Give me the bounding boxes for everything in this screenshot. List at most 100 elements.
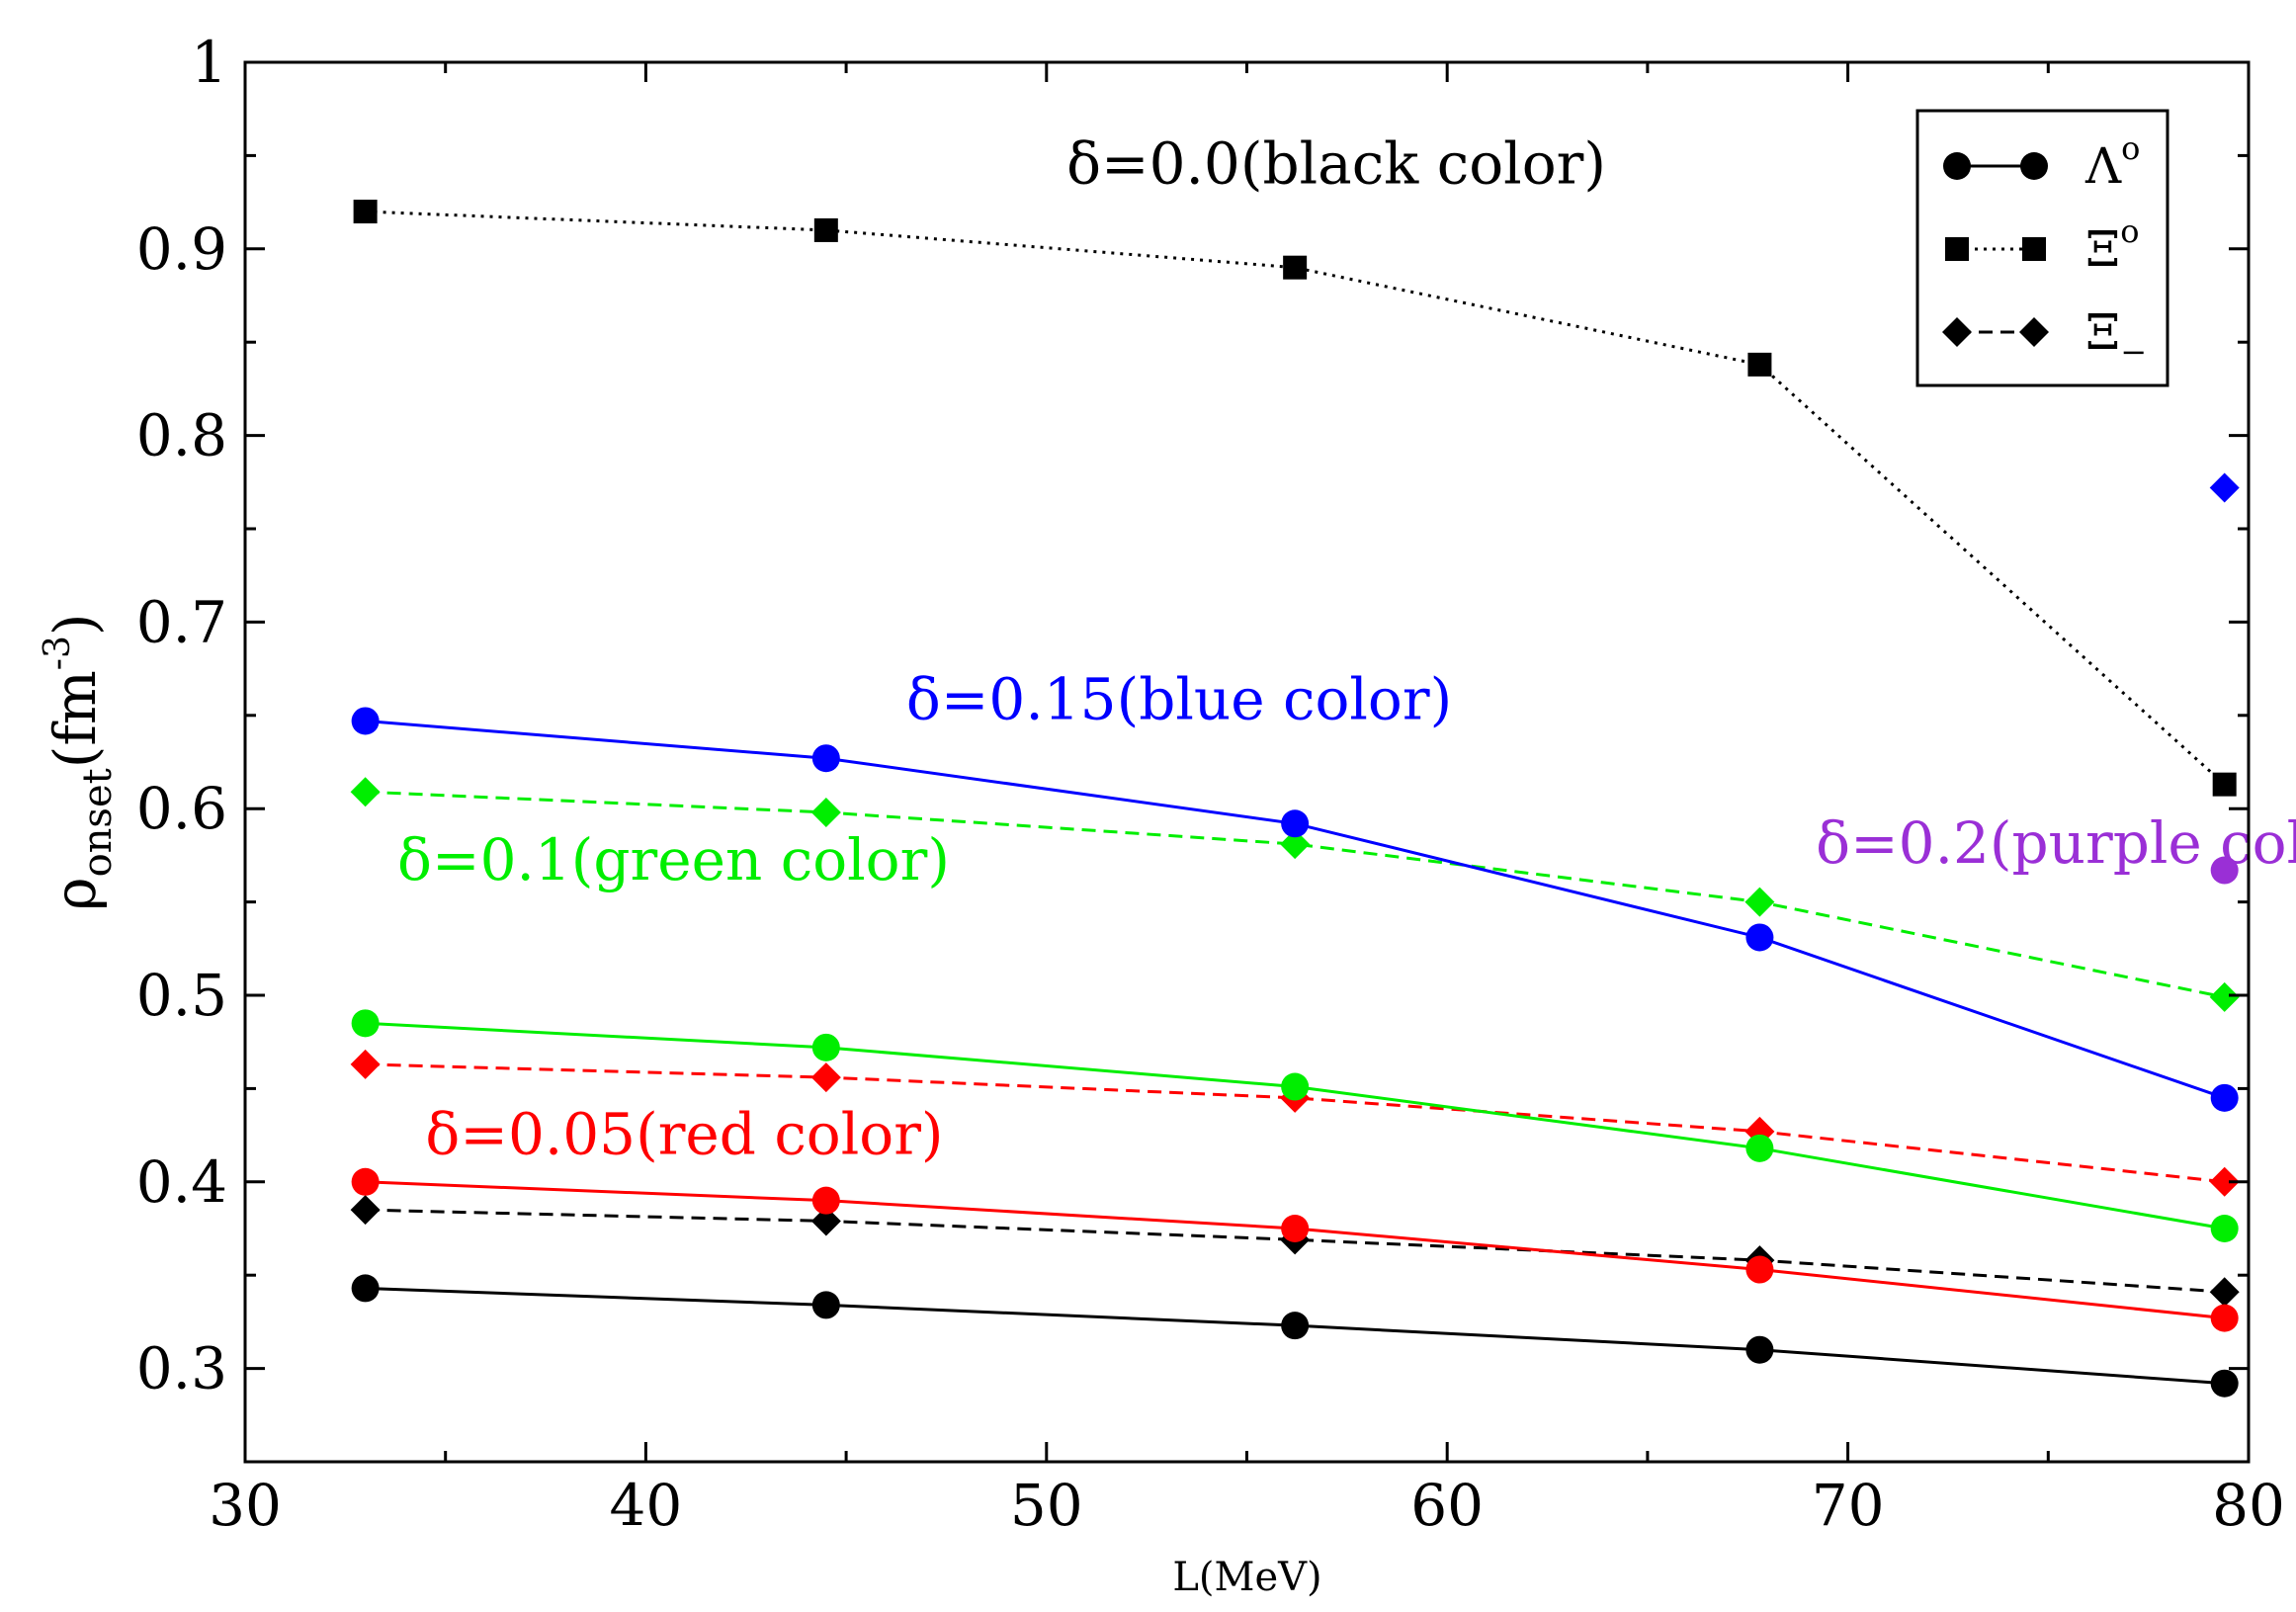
annotation-label: δ=0.05(red color) [425,1100,943,1167]
y-tick-label: 0.3 [136,1335,227,1402]
y-tick-label: 0.7 [136,588,227,655]
legend-label-sup: o [2120,212,2139,250]
y-axis-title-main: ρ [42,877,109,910]
series-line [365,1062,2225,1184]
legend-entry: Ξ− [1942,303,2147,371]
legend-entry: Λo [1943,129,2140,195]
annotation-label: δ=0.15(blue color) [906,666,1452,733]
data-point [2210,1215,2239,1242]
data-point [1745,1134,1774,1162]
legend-marker [1943,152,1971,180]
data-point [2209,1277,2240,1308]
y-tick-label: 1 [191,29,227,96]
data-point [1281,1072,1310,1101]
y-tick-label: 0.5 [136,962,227,1029]
legend-label: Ξo [2085,212,2139,278]
data-point [2210,1304,2239,1332]
data-point [351,1009,380,1038]
series-5 [351,1009,2239,1242]
legend-label-base: Ξ [2085,303,2120,361]
legend-entry: Ξo [1945,212,2139,278]
legend-marker [2020,152,2048,180]
series-7 [351,707,2239,1112]
x-tick-label: 70 [1812,1472,1885,1539]
legend-label-base: Λ [2084,137,2122,195]
legend-label: Λo [2084,129,2140,195]
x-tick-label: 40 [609,1472,682,1539]
x-tick-label: 30 [209,1472,282,1539]
data-point [353,200,378,224]
data-point [2210,1083,2239,1112]
data-point [1281,809,1310,838]
data-point [1745,1255,1774,1284]
legend-marker [2019,317,2049,347]
data-point [350,1195,381,1226]
data-point [350,777,381,807]
data-point [813,217,838,242]
data-point [1745,923,1774,952]
x-tick-label: 60 [1410,1472,1484,1539]
data-point [351,1274,380,1303]
series-line [365,1208,2225,1294]
data-point [1280,829,1311,860]
series-3 [351,1167,2239,1332]
svg-text:ρonset(fm-3): ρonset(fm-3) [38,613,121,910]
data-point [1744,887,1775,917]
series-line [365,790,2225,999]
data-point [351,1167,380,1196]
legend-marker [2022,237,2046,261]
series-line [365,719,2226,1100]
data-point [810,797,841,827]
annotations: δ=0.0(black color) δ=0.15(blue color) δ=0.… [397,130,2296,1168]
y-axis-title: ρonset(fm-3) [38,613,121,910]
legend-label-sub: − [2120,333,2147,371]
y-axis-title-exp: -3 [38,636,78,670]
data-point [811,1033,840,1061]
data-point [1745,1335,1774,1364]
data-point [2210,1369,2239,1398]
series-layer [350,200,2240,1398]
data-point [2210,856,2239,885]
y-tick-label: 0.8 [136,402,227,469]
annotation-label: δ=0.1(green color) [397,826,950,893]
data-point [1281,1215,1310,1242]
data-point [2209,1166,2240,1197]
y-axis-title-close: ) [42,613,109,636]
series-9 [2210,856,2239,885]
legend-label-base: Ξ [2085,220,2120,278]
y-tick-label: 0.4 [136,1148,227,1216]
annotation-label: δ=0.2(purple color) [1816,809,2296,877]
legend-label-sup: o [2121,129,2140,167]
y-tick-label: 0.9 [136,215,227,283]
data-point [1747,352,1772,377]
x-tick-label: 50 [1010,1472,1083,1539]
series-0 [351,1274,2239,1398]
series-8 [2209,472,2240,503]
data-point [2209,472,2240,503]
data-point [2209,981,2240,1012]
x-tick-label: 80 [2212,1472,2285,1539]
x-axis-title: L(MeV) [1172,1555,1321,1600]
legend-marker [1942,317,1972,347]
annotation-label: δ=0.0(black color) [1066,130,1606,198]
y-tick-label: 0.6 [136,775,227,842]
y-axis-title-unit: (fm [42,670,109,768]
ticks: 30 40 50 60 70 80 0.3 0.4 0.5 0.6 0.7 0.8 0.9 1 [136,29,2285,1539]
series-1 [353,200,2237,797]
data-point [811,1291,840,1319]
data-point [811,744,840,773]
legend-marker [1945,237,1969,261]
data-point [810,1206,841,1236]
data-point [810,1062,841,1093]
y-axis-title-sub: onset [75,768,121,877]
data-point [1281,1312,1310,1340]
data-point [350,1049,381,1079]
data-point [2212,772,2237,797]
data-point [351,707,380,735]
series-6 [350,777,2240,1012]
data-point [1283,255,1308,280]
legend-label: Ξ− [2085,303,2147,371]
data-point [811,1186,840,1215]
